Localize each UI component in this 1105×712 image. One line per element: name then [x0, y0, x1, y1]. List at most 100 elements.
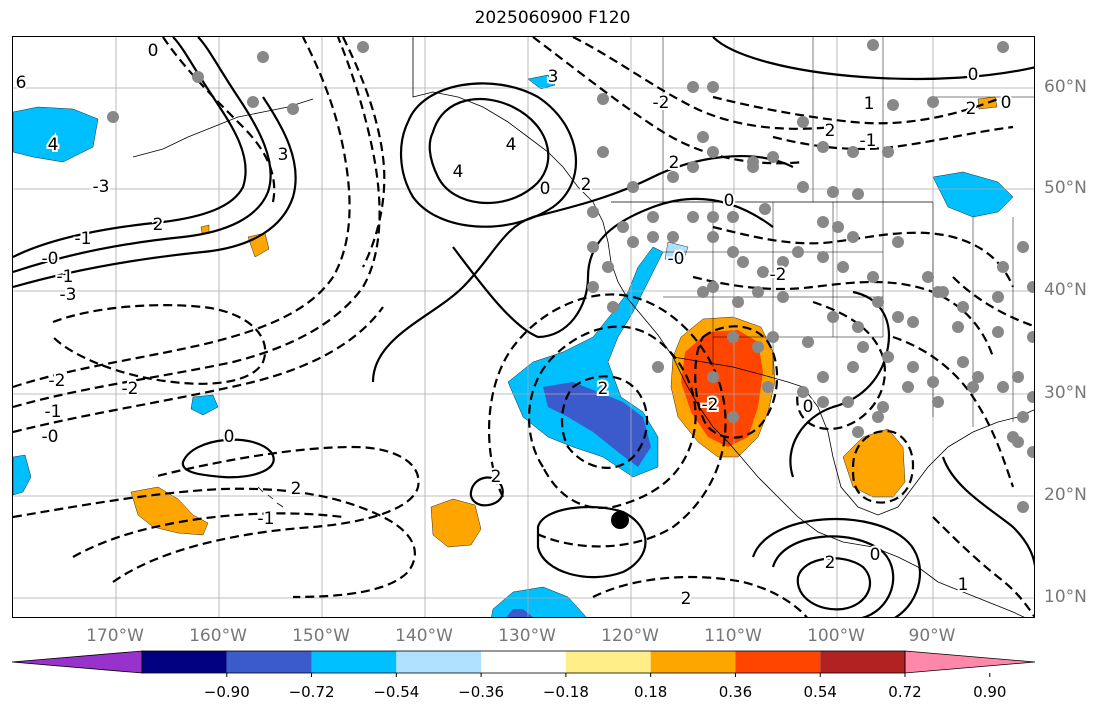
contour-dashed-alaska-1 [572, 37, 834, 130]
contour-solid-west-pacific-1 [13, 37, 247, 258]
station-dot [1027, 391, 1034, 403]
station-dot [687, 211, 699, 223]
contour-label: -2 [702, 395, 719, 415]
contour-dashed-east-coast [952, 276, 1034, 328]
station-dot [107, 111, 119, 123]
station-dot [802, 336, 814, 348]
station-dot [357, 41, 369, 53]
station-dot [777, 291, 789, 303]
station-dot [852, 426, 864, 438]
longitude-label: 150°W [292, 626, 350, 646]
station-dot [877, 401, 889, 413]
contour-label: 3 [278, 145, 289, 165]
contour-label: -1 [258, 509, 275, 529]
contour-dashed-mexico-trough-1 [560, 375, 649, 469]
us-mexico-border [672, 356, 804, 388]
latitude-label: 60°N [1044, 77, 1087, 97]
contour-solid-west-pacific-3 [13, 96, 297, 289]
contour-label: 2 [491, 467, 502, 487]
contour-solid-central-america-low-3 [751, 518, 922, 617]
station-dot [687, 161, 699, 173]
negative-shading-tropics [491, 586, 587, 617]
station-dot [697, 131, 709, 143]
station-dot [777, 256, 789, 268]
station-dot [932, 396, 944, 408]
station-dot [727, 246, 739, 258]
station-dot [842, 396, 854, 408]
station-dot [647, 211, 659, 223]
station-dot [1017, 501, 1029, 513]
colorbar-extend-min [11, 650, 143, 674]
station-dot [852, 321, 864, 333]
station-dot [607, 301, 619, 313]
station-dot [997, 41, 1009, 53]
colorbar-tick-label: −0.36 [458, 683, 505, 701]
station-dot [587, 241, 599, 253]
colorbar-segment [142, 651, 227, 673]
central-america [937, 581, 1025, 617]
station-dot [827, 311, 839, 323]
contour-label: -3 [60, 285, 77, 305]
colorbar-tick-label: 0.72 [888, 683, 922, 701]
longitude-label: 110°W [704, 626, 762, 646]
latitude-label: 40°N [1044, 280, 1087, 300]
contour-dashed-north-pacific-2 [342, 37, 386, 268]
colorbar-tick-label: 0.36 [718, 683, 753, 701]
colorbar-tick-label: −0.18 [542, 683, 589, 701]
contour-label: -0 [668, 249, 685, 269]
contour-label: 2 [825, 121, 836, 141]
contour-dashed-north-pacific-1 [162, 37, 276, 203]
contour-solid-central-america-low-1 [796, 557, 872, 611]
station-dot [587, 281, 599, 293]
contour-label: 2 [966, 99, 977, 119]
station-dot [247, 96, 259, 108]
station-dot [1027, 331, 1034, 343]
contour-label: 2 [825, 553, 836, 573]
station-dots [107, 39, 1034, 513]
station-dot [727, 411, 739, 423]
station-dot [847, 361, 859, 373]
station-dot [697, 286, 709, 298]
positive-shading-small-3 [200, 224, 210, 234]
colorbar-segment [311, 651, 397, 673]
contour-dashed-pacific-1 [13, 37, 351, 389]
station-dot [597, 93, 609, 105]
longitude-label: 100°W [807, 626, 865, 646]
contour-dashed-tropics-2 [13, 487, 416, 599]
contour-dashed-mexico-trough-2 [528, 325, 697, 510]
longitude-label: 90°W [908, 626, 956, 646]
station-dot [827, 186, 839, 198]
colorbar-segment [481, 651, 566, 673]
contour-dashed-tropical-east [592, 575, 808, 617]
station-dot [1017, 411, 1029, 423]
station-dot [707, 371, 719, 383]
station-dot [892, 311, 904, 323]
contour-label: -2 [49, 371, 66, 391]
black-marker-dot [611, 511, 629, 529]
contour-dashed-central-us-1 [712, 225, 1015, 288]
contour-dashed-pacific-3 [13, 306, 384, 434]
colorbar-tick-label: −0.54 [373, 683, 420, 701]
station-dot [587, 206, 599, 218]
station-dot [857, 341, 869, 353]
colorbar-outline [141, 650, 906, 674]
contour-solid-low-west [181, 438, 275, 479]
negative-shading-hawaii [190, 394, 219, 416]
negative-shading-north-pacific [13, 106, 99, 163]
contour-labels: 644-3-12-1-330-2 -2-1-0 0-0-12242-220-0021… [14, 39, 1014, 611]
contour-label: 4 [506, 135, 517, 155]
station-dot [752, 286, 764, 298]
contour-label: 0 [803, 397, 814, 417]
colorbar-tick-label: 0.54 [803, 683, 837, 701]
contour-label: 0 [870, 545, 881, 565]
station-dot [992, 291, 1004, 303]
colorbar-segment [565, 651, 651, 673]
contour-label: 4 [453, 162, 464, 182]
station-dot [732, 296, 744, 308]
station-dot [1017, 241, 1029, 253]
station-dot [882, 146, 894, 158]
station-dot [1027, 281, 1034, 293]
station-dot [927, 376, 939, 388]
aleutian-islands [132, 98, 314, 158]
contour-label: 2 [681, 589, 692, 609]
